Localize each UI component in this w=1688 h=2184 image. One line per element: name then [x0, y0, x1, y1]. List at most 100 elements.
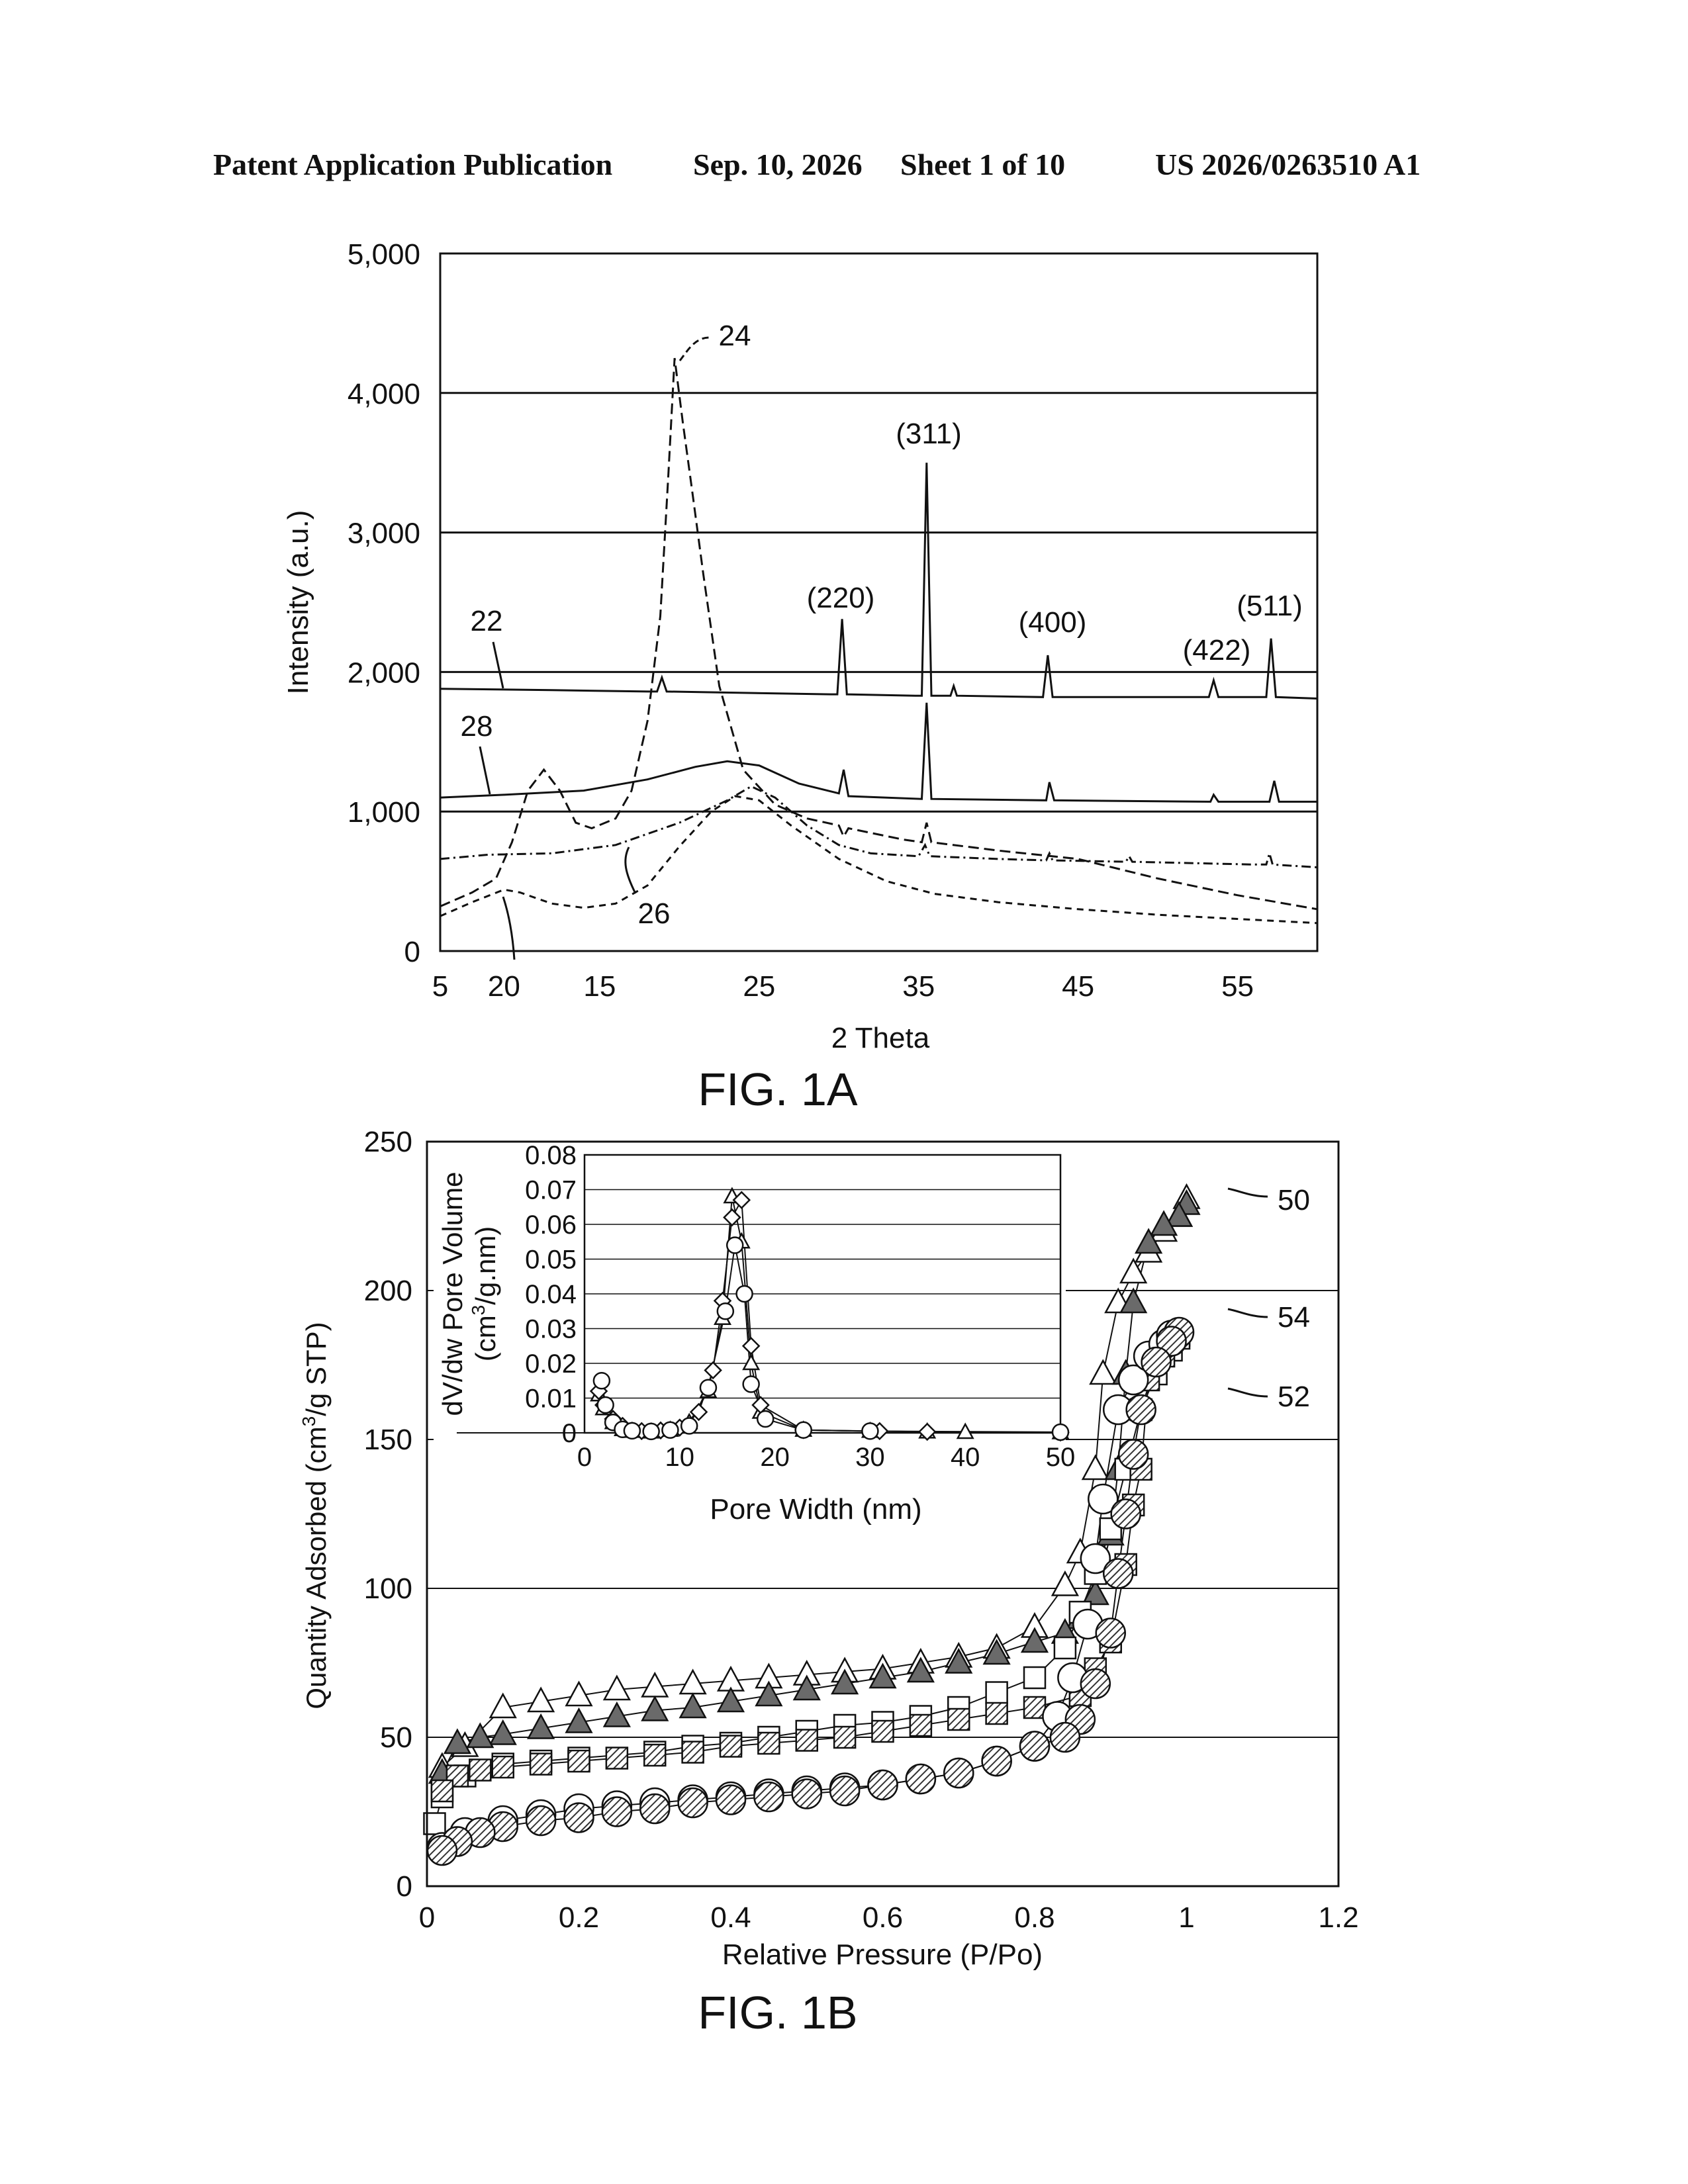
fig1b-inset-x-tick-label: 20 — [760, 1443, 790, 1472]
fig1b-series-52-desorption-point — [910, 1715, 931, 1736]
fig1b-inset-series-circle-point — [796, 1422, 812, 1438]
fig1b-y-label-part: /g STP) — [301, 1322, 332, 1416]
fig1b-inset-y-axis-label: dV/dw Pore Volume — [437, 1172, 468, 1416]
fig1b-series-52-desorption-point — [948, 1709, 969, 1730]
fig1b-series-54-desorption-point — [679, 1788, 708, 1817]
fig1b-y-tick-label: 100 — [364, 1572, 412, 1605]
fig1b-label-50: 50 — [1278, 1184, 1310, 1216]
fig1b-series-54-desorption-point — [1103, 1559, 1133, 1588]
fig1b-series-50-point — [1083, 1456, 1108, 1479]
fig1b-inset-series-circle-point — [737, 1286, 753, 1302]
fig1b-inset-series-circle-point — [700, 1380, 716, 1396]
fig1b-y-tick-label: 200 — [364, 1275, 412, 1307]
fig1b-series-52-desorption-point — [872, 1721, 894, 1742]
fig1b-y-tick-label: 250 — [364, 1126, 412, 1158]
fig1b-series-54-desorption-point — [1119, 1440, 1148, 1469]
fig1b-inset-y-tick-label: 0.04 — [525, 1280, 577, 1309]
fig1b-inset-x-tick-label: 10 — [665, 1443, 695, 1472]
fig1b-series-52-point — [986, 1682, 1008, 1704]
fig1b-series-54-desorption-point — [602, 1797, 632, 1827]
fig1b-y-label-part: Quantity Adsorbed (cm — [301, 1426, 332, 1709]
fig1b-y-axis-label: Quantity Adsorbed (cm3/g STP) — [299, 1322, 332, 1709]
fig1b-series-50-desorption-point — [642, 1698, 667, 1721]
fig1b-inset-series-circle-point — [624, 1423, 640, 1439]
fig1b-series-54-desorption-point — [982, 1747, 1011, 1776]
fig1b-series-50-point — [1053, 1572, 1078, 1596]
fig1b-label-52: 52 — [1278, 1381, 1310, 1413]
fig1b-y-tick-label: 0 — [397, 1870, 412, 1903]
fig1b-leader-52 — [1228, 1388, 1268, 1396]
fig1b-series-50-point — [642, 1674, 667, 1697]
fig1b-inset-y-axis-units: (cm3/g.nm) — [468, 1226, 501, 1362]
fig1b-series-52-desorption-point — [530, 1754, 551, 1775]
fig1b-series-52-desorption-point — [682, 1742, 704, 1763]
fig1b-series-54-desorption-point — [1111, 1500, 1141, 1529]
fig1b-inset-series-circle-point — [718, 1303, 733, 1319]
fig1b-inset-y-tick-label: 0.03 — [525, 1315, 577, 1344]
fig1b-series-52-desorption-point — [796, 1730, 818, 1751]
fig1b-series-54-desorption-point — [944, 1758, 973, 1788]
fig1b-leader-50 — [1228, 1189, 1268, 1197]
fig1b-series-52-desorption-point — [834, 1727, 855, 1748]
fig1b-series-50-point — [604, 1676, 630, 1700]
fig1b-inset-y-units-part: (cm — [470, 1315, 501, 1361]
fig1b-series-54-desorption-point — [526, 1806, 555, 1835]
fig1b-series-54-desorption-point — [1142, 1347, 1171, 1377]
fig1b-leader-54 — [1228, 1309, 1268, 1317]
fig1b-inset-x-axis-label: Pore Width (nm) — [710, 1493, 921, 1525]
fig1b-inset-series-circle-point — [681, 1418, 697, 1434]
fig1b-x-tick-label: 1.2 — [1318, 1901, 1358, 1934]
fig1b-inset-x-tick-label: 0 — [577, 1443, 592, 1472]
fig1b-x-tick-label: 0.8 — [1014, 1901, 1055, 1934]
fig1b-inset-series-circle-point — [662, 1422, 678, 1438]
fig1b-inset-series-circle-point — [1053, 1424, 1068, 1440]
fig1b-inset-series-circle-point — [598, 1397, 614, 1413]
fig1b-inset-x-tick-label: 50 — [1046, 1443, 1076, 1472]
fig1b-inset-y-tick-label: 0.05 — [525, 1246, 577, 1275]
fig1b-inset-y-tick-label: 0.07 — [525, 1176, 577, 1205]
fig1b-series-54-desorption-point — [1020, 1732, 1049, 1761]
fig1b-series-52-desorption-point — [644, 1745, 665, 1766]
fig1b-inset-y-tick-label: 0.08 — [525, 1141, 577, 1170]
fig1b-y-label-superscript: 3 — [299, 1416, 319, 1427]
fig1b-series-54-desorption-point — [906, 1764, 935, 1794]
fig1b-series-52-desorption-point — [1024, 1697, 1045, 1718]
fig1b-series-50-point — [680, 1670, 706, 1694]
fig1b-inset-y-tick-label: 0 — [562, 1419, 577, 1448]
fig1b-series-54-desorption-point — [830, 1776, 859, 1805]
fig1b-inset-y-tick-label: 0.02 — [525, 1349, 577, 1379]
fig1b-x-tick-label: 0.2 — [559, 1901, 599, 1934]
fig1b-series-54-desorption-point — [640, 1794, 669, 1823]
fig1b-series-52-point — [1055, 1637, 1076, 1659]
fig1b-inset-x-tick-label: 30 — [855, 1443, 885, 1472]
fig1b-inset-x-tick-label: 40 — [951, 1443, 980, 1472]
fig1b-series-labels: 50 52 54 — [1228, 1184, 1310, 1413]
fig1b-x-tick-label: 0.4 — [710, 1901, 751, 1934]
fig1b-inset-series-circle-point — [862, 1423, 878, 1439]
fig1b-series-54-desorption-point — [1081, 1669, 1110, 1698]
fig1b-series-54-desorption-point — [565, 1803, 594, 1833]
fig1b-series-54-desorption-point — [716, 1786, 745, 1815]
fig1b-inset-chart: 00.010.020.030.040.050.060.070.080102030… — [434, 1141, 1075, 1545]
fig1b-series-54-desorption-point — [792, 1780, 821, 1809]
fig1b-series-52-desorption-point — [606, 1748, 628, 1769]
fig1b-series-54-desorption-point — [754, 1782, 783, 1811]
fig1b-x-tick-label: 0 — [419, 1901, 435, 1934]
fig1b-inset-y-tick-label: 0.06 — [525, 1210, 577, 1240]
fig1b-x-axis-label: Relative Pressure (P/Po) — [722, 1938, 1043, 1971]
fig1b-series-54-desorption-point — [1051, 1723, 1080, 1752]
fig1b-series-54-desorption-point — [428, 1836, 457, 1865]
fig1b-series-50-point — [1121, 1259, 1146, 1283]
fig1b-series-52-point — [1024, 1667, 1045, 1688]
fig1b-series-52-desorption-point — [986, 1703, 1008, 1724]
fig1b-inset-series-circle-point — [727, 1238, 743, 1253]
fig1b-y-tick-label: 150 — [364, 1424, 412, 1456]
fig1b-x-tick-label: 0.6 — [863, 1901, 903, 1934]
fig1b-label-54: 54 — [1278, 1301, 1310, 1334]
fig1b-series-54-desorption-point — [1096, 1619, 1125, 1648]
fig1b-series-52-desorption-point — [492, 1756, 514, 1778]
fig1b-series-52-desorption-point — [720, 1736, 741, 1757]
fig1b-inset-series-circle-point — [643, 1424, 659, 1439]
fig1b-inset-series-circle-point — [757, 1411, 773, 1427]
